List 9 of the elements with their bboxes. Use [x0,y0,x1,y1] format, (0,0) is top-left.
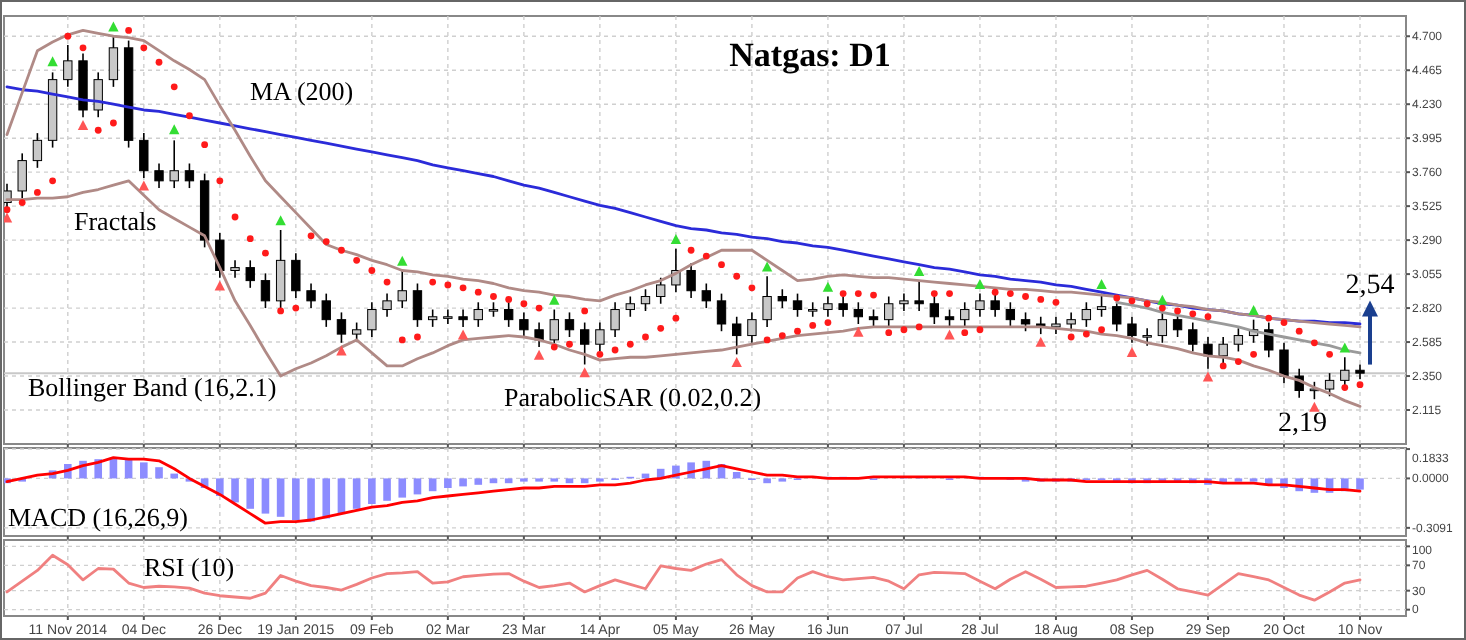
text: MACD (16,26,9) [8,502,188,532]
annotation: ParabolicSAR (0.02,0.2) [504,382,762,412]
annotation: Fractals [74,206,157,236]
text: Natgas: D1 [729,36,891,74]
annotation: MA (200) [250,76,354,106]
annotation: Bollinger Band (16,2.1) [28,372,277,402]
annotation: 2,54 [1345,270,1395,301]
annotation: 2,19 [1277,409,1327,440]
text: RSI (10) [144,552,235,582]
